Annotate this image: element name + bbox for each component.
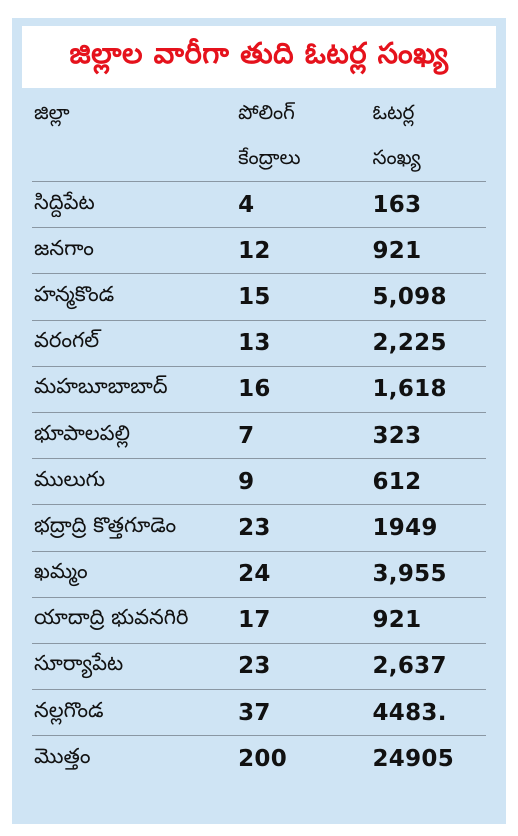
- table-row: వరంగల్ 13 2,225: [32, 321, 486, 367]
- voters-cell: 163: [372, 191, 422, 218]
- table-row: జనగాం 12 921: [32, 228, 486, 275]
- table-row: సూర్యాపేట 23 2,637: [32, 644, 486, 691]
- table-row: యాదాద్రి భువనగిరి 17 921: [32, 598, 486, 644]
- district-cell: ములుగు: [34, 466, 106, 491]
- district-cell: సిద్దిపేట: [34, 189, 95, 214]
- table-body: సిద్దిపేట 4 163 జనగాం 12 921 హన్మకొండ 15 5,098 వర…: [32, 182, 486, 737]
- district-cell: యాదాద్రి భువనగిరి: [34, 605, 189, 630]
- total-centers: 200: [238, 746, 288, 773]
- centers-cell: 37: [238, 699, 271, 726]
- header-voters-2: సంఖ్య: [372, 145, 421, 169]
- voters-cell: 2,637: [372, 653, 447, 680]
- table-row: హన్మకొండ 15 5,098: [32, 274, 486, 321]
- centers-cell: 9: [238, 468, 255, 495]
- voters-cell: 921: [372, 607, 422, 634]
- centers-cell: 23: [238, 514, 271, 541]
- district-cell: భద్రాద్రి కొత్తగూడెం: [34, 512, 177, 537]
- table-row: నల్లగొండ 37 4483.: [32, 690, 486, 737]
- header-district: జిల్లా: [34, 99, 70, 124]
- voters-cell: 1,618: [372, 376, 447, 403]
- voters-cell: 921: [372, 237, 422, 264]
- table-row: సిద్దిపేట 4 163: [32, 182, 486, 229]
- voters-cell: 4483.: [372, 699, 447, 726]
- district-cell: సూర్యాపేట: [34, 651, 124, 676]
- centers-cell: 12: [238, 237, 271, 264]
- table-row: ములుగు 9 612: [32, 459, 486, 506]
- header-centers: పోలింగ్: [238, 99, 295, 124]
- district-cell: ఖమ్మం: [34, 559, 88, 584]
- total-label: మొత్తం: [34, 744, 91, 769]
- district-cell: జనగాం: [34, 235, 94, 260]
- district-cell: నల్లగొండ: [34, 697, 104, 722]
- voters-cell: 2,225: [372, 330, 447, 357]
- table-row: మహబూబాబాద్ 16 1,618: [32, 367, 486, 413]
- centers-cell: 13: [238, 330, 271, 357]
- centers-cell: 7: [238, 422, 255, 449]
- header-row: జిల్లా పోలింగ్ ఓటర్ల: [32, 90, 486, 138]
- voters-cell: 3,955: [372, 561, 447, 588]
- centers-cell: 16: [238, 376, 271, 403]
- centers-cell: 17: [238, 607, 271, 634]
- voters-cell: 1949: [372, 514, 438, 541]
- table-row: భద్రాద్రి కొత్తగూడెం 23 1949: [32, 505, 486, 552]
- district-cell: వరంగల్: [34, 328, 100, 353]
- header-row-2: కేంద్రాలు సంఖ్య: [32, 138, 486, 182]
- centers-cell: 15: [238, 283, 271, 310]
- centers-cell: 24: [238, 561, 271, 588]
- header-centers-2: కేంద్రాలు: [238, 145, 301, 169]
- header-voters: ఓటర్ల: [372, 99, 415, 124]
- voters-cell: 612: [372, 468, 422, 495]
- district-cell: భూపాలపల్లి: [34, 420, 130, 445]
- voters-table: జిల్లా పోలింగ్ ఓటర్ల కేంద్రాలు సంఖ్య సిద…: [32, 90, 486, 782]
- voters-cell: 323: [372, 422, 422, 449]
- total-row: మొత్తం 200 24905: [32, 736, 486, 782]
- voters-cell: 5,098: [372, 283, 447, 310]
- table-row: ఖమ్మం 24 3,955: [32, 552, 486, 598]
- district-cell: మహబూబాబాద్: [34, 374, 168, 399]
- centers-cell: 23: [238, 653, 271, 680]
- district-cell: హన్మకొండ: [34, 281, 115, 306]
- centers-cell: 4: [238, 191, 255, 218]
- table-row: భూపాలపల్లి 7 323: [32, 413, 486, 460]
- table-title: జిల్లాల వారీగా తుది ఓటర్ల సంఖ్య: [22, 26, 496, 88]
- total-voters: 24905: [372, 746, 455, 773]
